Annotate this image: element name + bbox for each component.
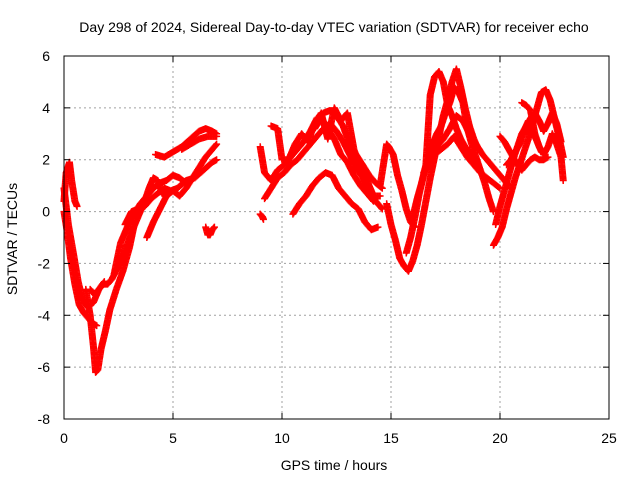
data-point bbox=[495, 183, 503, 191]
data-point bbox=[374, 223, 382, 231]
y-tick-label: -8 bbox=[38, 411, 51, 427]
data-point bbox=[213, 156, 221, 164]
y-tick-label: -2 bbox=[38, 255, 51, 271]
x-tick-label: 15 bbox=[383, 430, 399, 446]
data-point bbox=[559, 176, 567, 184]
data-point bbox=[370, 197, 378, 205]
data-point bbox=[369, 196, 377, 204]
data-point bbox=[210, 223, 218, 231]
x-tick-label: 0 bbox=[60, 430, 68, 446]
plot-frame bbox=[63, 55, 610, 420]
y-tick-label: -4 bbox=[38, 307, 51, 323]
x-tick-label: 20 bbox=[492, 430, 508, 446]
y-tick-label: 4 bbox=[42, 100, 50, 116]
y-axis-label: SDTVAR / TECUs bbox=[4, 183, 20, 295]
data-point bbox=[537, 148, 545, 156]
x-tick-label: 5 bbox=[169, 430, 177, 446]
data-point bbox=[213, 132, 221, 140]
y-tick-label: -6 bbox=[38, 359, 51, 375]
x-axis-label: GPS time / hours bbox=[281, 457, 388, 473]
data-point bbox=[377, 204, 385, 212]
data-point bbox=[259, 215, 267, 223]
chart-title: Day 298 of 2024, Sidereal Day-to-day VTE… bbox=[79, 19, 589, 35]
tick-layer: 0 5 10 15 20 25 -8 -6 -4 -2 0 2 4 6 bbox=[38, 48, 617, 446]
x-tick-label: 25 bbox=[601, 430, 617, 446]
data-point bbox=[376, 192, 384, 200]
y-tick-label: 2 bbox=[42, 152, 50, 168]
data-point bbox=[212, 141, 220, 149]
data-point bbox=[213, 140, 221, 148]
y-tick-label: 6 bbox=[42, 48, 50, 64]
data-point bbox=[544, 153, 552, 161]
y-tick-label: 0 bbox=[42, 204, 50, 220]
x-tick-label: 10 bbox=[274, 430, 290, 446]
data-point bbox=[73, 202, 81, 210]
